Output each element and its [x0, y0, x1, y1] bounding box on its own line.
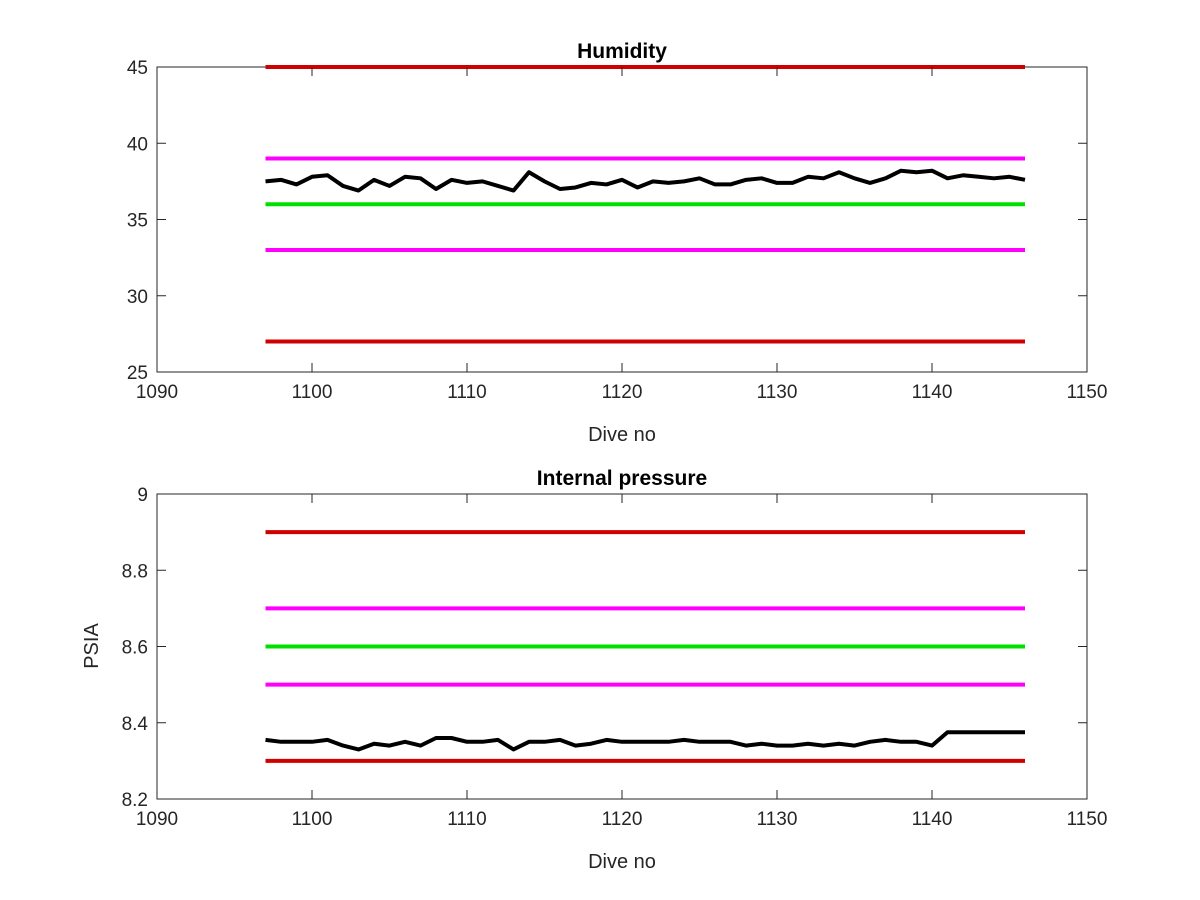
humidity-series — [265, 65, 1026, 344]
pressure-ytick-label: 8.4 — [122, 714, 149, 735]
humidity-xtick-label: 1150 — [1067, 382, 1108, 403]
humidity-title: Humidity — [577, 40, 667, 63]
pressure-xtick-label: 1090 — [136, 809, 178, 830]
pressure-series — [265, 530, 1025, 763]
humidity-panel: Humidity 1090 1100 1110 1120 1130 1140 1150 25 3… — [127, 40, 1108, 446]
humidity-xtick-label: 1120 — [602, 382, 643, 403]
pressure-xtick-label: 1140 — [912, 809, 953, 830]
pressure-ytick-label: 8.6 — [122, 638, 148, 659]
pressure-ytick-label: 9 — [137, 485, 148, 506]
pressure-xtick-label: 1120 — [602, 809, 643, 830]
humidity-ytick-label: 30 — [127, 287, 148, 308]
humidity-ytick-label: 45 — [127, 58, 148, 79]
pressure-xtick-label: 1100 — [292, 809, 333, 830]
pressure-xlabel: Dive no — [588, 851, 656, 873]
pressure-axes: 1090 1100 1110 1120 1130 1140 1150 8.2 8.4 8.6 8.8… — [122, 485, 1108, 830]
humidity-plot-area — [156, 66, 1088, 373]
humidity-xtick-label: 1090 — [136, 382, 178, 403]
pressure-data-line — [265, 730, 1025, 752]
humidity-xtick-label: 1100 — [292, 382, 333, 403]
humidity-axes: 1090 1100 1110 1120 1130 1140 1150 25 30 35 40 45 — [127, 58, 1108, 403]
pressure-ytick-label: 8.2 — [122, 790, 148, 811]
humidity-data-line — [265, 168, 1026, 193]
pressure-ylabel: PSIA — [81, 623, 103, 669]
humidity-xlabel: Dive no — [588, 424, 656, 446]
humidity-ytick-label: 35 — [127, 211, 148, 232]
pressure-xtick-label: 1150 — [1067, 809, 1108, 830]
pressure-title: Internal pressure — [537, 467, 707, 490]
pressure-xtick-label: 1130 — [757, 809, 798, 830]
humidity-xtick-label: 1110 — [447, 382, 486, 403]
humidity-xtick-label: 1130 — [757, 382, 798, 403]
humidity-ytick-label: 40 — [127, 134, 148, 155]
humidity-xtick-label: 1140 — [912, 382, 953, 403]
humidity-ytick-label: 25 — [127, 363, 148, 384]
pressure-ytick-label: 8.8 — [122, 561, 148, 582]
pressure-panel: Internal pressure 1090 1100 1110 1120 1130 11… — [81, 467, 1107, 873]
pressure-xtick-label: 1110 — [447, 809, 486, 830]
